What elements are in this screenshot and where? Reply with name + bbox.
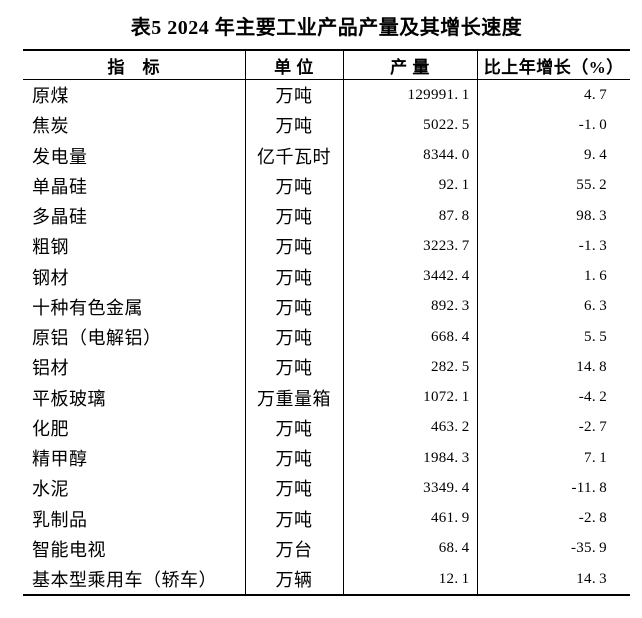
output-cell: 463. 2 bbox=[342, 412, 477, 443]
growth-cell: -1. 3 bbox=[476, 231, 630, 262]
indicator-cell: 乳制品 bbox=[32, 509, 88, 530]
indicator-cell: 多晶硅 bbox=[32, 207, 88, 228]
output-cell: 3349. 4 bbox=[342, 473, 477, 504]
growth-cell: -11. 8 bbox=[476, 473, 630, 504]
output-cell: 87. 8 bbox=[342, 201, 477, 232]
industrial-products-table: 指 标 单 位 产 量 比上年增长（%） 原煤 万吨 129991. 1 4. … bbox=[23, 49, 630, 597]
indicator-cell: 发电量 bbox=[32, 146, 88, 167]
header-row: 指 标 单 位 产 量 比上年增长（%） bbox=[23, 50, 630, 80]
unit-cell: 万台 bbox=[244, 533, 343, 564]
indicator-cell: 粗钢 bbox=[32, 237, 69, 258]
growth-cell: -35. 9 bbox=[476, 533, 630, 564]
output-cell: 892. 3 bbox=[342, 291, 477, 322]
indicator-cell: 精甲醇 bbox=[32, 449, 88, 470]
header-growth: 比上年增长（%） bbox=[476, 50, 630, 80]
table-row: 原煤 万吨 129991. 1 4. 7 bbox=[23, 79, 630, 111]
indicator-cell: 原煤 bbox=[32, 86, 69, 107]
unit-cell: 万重量箱 bbox=[244, 382, 343, 413]
output-cell: 282. 5 bbox=[342, 352, 477, 383]
growth-cell: 98. 3 bbox=[476, 201, 630, 232]
growth-cell: 4. 7 bbox=[476, 79, 630, 111]
table-row: 发电量 亿千瓦时 8344. 0 9. 4 bbox=[23, 140, 630, 171]
growth-cell: 7. 1 bbox=[476, 443, 630, 474]
unit-cell: 万吨 bbox=[244, 352, 343, 383]
growth-cell: 1. 6 bbox=[476, 261, 630, 292]
output-cell: 461. 9 bbox=[342, 503, 477, 534]
unit-cell: 万吨 bbox=[244, 322, 343, 353]
table-row: 单晶硅 万吨 92. 1 55. 2 bbox=[23, 170, 630, 201]
growth-cell: -2. 8 bbox=[476, 503, 630, 534]
unit-cell: 万吨 bbox=[244, 291, 343, 322]
indicator-cell: 智能电视 bbox=[32, 539, 106, 560]
table-row: 钢材 万吨 3442. 4 1. 6 bbox=[23, 261, 630, 292]
table-row: 基本型乘用车（轿车） 万辆 12. 1 14. 3 bbox=[23, 564, 630, 596]
indicator-cell: 基本型乘用车（轿车） bbox=[32, 570, 217, 591]
table-row: 多晶硅 万吨 87. 8 98. 3 bbox=[23, 201, 630, 232]
table-row: 乳制品 万吨 461. 9 -2. 8 bbox=[23, 503, 630, 534]
indicator-cell: 钢材 bbox=[32, 267, 69, 288]
output-cell: 3442. 4 bbox=[342, 261, 477, 292]
unit-cell: 亿千瓦时 bbox=[244, 140, 343, 171]
table-row: 粗钢 万吨 3223. 7 -1. 3 bbox=[23, 231, 630, 262]
indicator-cell: 化肥 bbox=[32, 418, 69, 439]
output-cell: 1072. 1 bbox=[342, 382, 477, 413]
table-row: 智能电视 万台 68. 4 -35. 9 bbox=[23, 533, 630, 564]
growth-cell: -4. 2 bbox=[476, 382, 630, 413]
indicator-cell: 单晶硅 bbox=[32, 176, 88, 197]
table-row: 铝材 万吨 282. 5 14. 8 bbox=[23, 352, 630, 383]
output-cell: 12. 1 bbox=[342, 564, 477, 596]
unit-cell: 万辆 bbox=[244, 564, 343, 596]
growth-cell: 9. 4 bbox=[476, 140, 630, 171]
indicator-cell: 铝材 bbox=[32, 358, 69, 379]
header-unit: 单 位 bbox=[244, 50, 343, 80]
output-cell: 3223. 7 bbox=[342, 231, 477, 262]
growth-cell: 55. 2 bbox=[476, 170, 630, 201]
unit-cell: 万吨 bbox=[244, 473, 343, 504]
growth-cell: 6. 3 bbox=[476, 291, 630, 322]
unit-cell: 万吨 bbox=[244, 261, 343, 292]
table-row: 原铝（电解铝） 万吨 668. 4 5. 5 bbox=[23, 322, 630, 353]
indicator-cell: 原铝（电解铝） bbox=[32, 328, 162, 349]
table-row: 精甲醇 万吨 1984. 3 7. 1 bbox=[23, 443, 630, 474]
header-output: 产 量 bbox=[342, 50, 477, 80]
unit-cell: 万吨 bbox=[244, 170, 343, 201]
indicator-cell: 十种有色金属 bbox=[32, 297, 143, 318]
page-title: 表5 2024 年主要工业产品产量及其增长速度 bbox=[130, 17, 523, 39]
header-indicator: 指 标 bbox=[23, 50, 245, 80]
unit-cell: 万吨 bbox=[244, 79, 343, 111]
output-cell: 668. 4 bbox=[342, 322, 477, 353]
table-row: 平板玻璃 万重量箱 1072. 1 -4. 2 bbox=[23, 382, 630, 413]
growth-cell: -1. 0 bbox=[476, 110, 630, 141]
indicator-cell: 水泥 bbox=[32, 479, 69, 500]
output-cell: 1984. 3 bbox=[342, 443, 477, 474]
output-cell: 129991. 1 bbox=[342, 79, 477, 111]
growth-cell: 14. 3 bbox=[476, 564, 630, 596]
unit-cell: 万吨 bbox=[244, 443, 343, 474]
output-cell: 5022. 5 bbox=[342, 110, 477, 141]
table-row: 水泥 万吨 3349. 4 -11. 8 bbox=[23, 473, 630, 504]
table-row: 化肥 万吨 463. 2 -2. 7 bbox=[23, 412, 630, 443]
output-cell: 8344. 0 bbox=[342, 140, 477, 171]
unit-cell: 万吨 bbox=[244, 412, 343, 443]
growth-cell: 14. 8 bbox=[476, 352, 630, 383]
table-row: 焦炭 万吨 5022. 5 -1. 0 bbox=[23, 110, 630, 141]
unit-cell: 万吨 bbox=[244, 201, 343, 232]
unit-cell: 万吨 bbox=[244, 231, 343, 262]
output-cell: 92. 1 bbox=[342, 170, 477, 201]
indicator-cell: 焦炭 bbox=[32, 116, 69, 137]
unit-cell: 万吨 bbox=[244, 110, 343, 141]
growth-cell: 5. 5 bbox=[476, 322, 630, 353]
table-row: 十种有色金属 万吨 892. 3 6. 3 bbox=[23, 291, 630, 322]
growth-cell: -2. 7 bbox=[476, 412, 630, 443]
indicator-cell: 平板玻璃 bbox=[32, 388, 106, 409]
unit-cell: 万吨 bbox=[244, 503, 343, 534]
output-cell: 68. 4 bbox=[342, 533, 477, 564]
